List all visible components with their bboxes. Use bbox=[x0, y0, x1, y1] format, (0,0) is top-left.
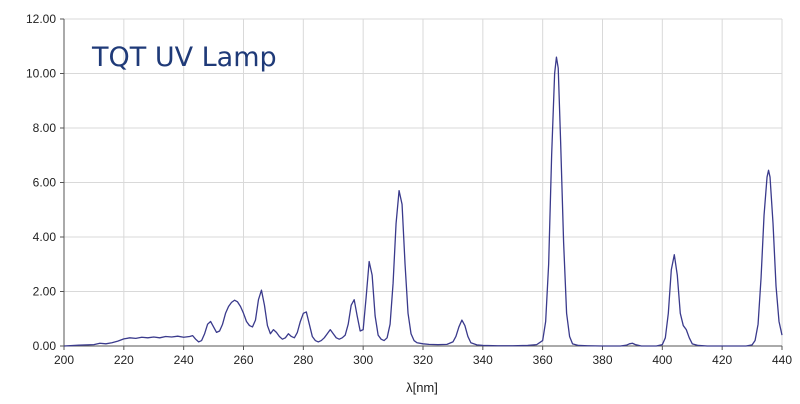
x-tick-labels: 200 220 240 260 280 300 320 340 360 380 400 420 440 bbox=[54, 353, 792, 367]
y-tick-label: 6.00 bbox=[33, 176, 57, 190]
x-tick-label: 200 bbox=[54, 353, 74, 367]
x-tick-label: 440 bbox=[772, 353, 792, 367]
x-tick-label: 420 bbox=[712, 353, 732, 367]
x-tick-label: 320 bbox=[413, 353, 433, 367]
x-tick-label: 340 bbox=[473, 353, 493, 367]
x-tick-label: 380 bbox=[592, 353, 612, 367]
x-tick-label: 360 bbox=[533, 353, 553, 367]
x-tick-label: 300 bbox=[353, 353, 373, 367]
grid-layer bbox=[63, 18, 783, 346]
x-tick-label: 260 bbox=[233, 353, 253, 367]
y-tick-label: 10.00 bbox=[26, 67, 56, 81]
x-tick-label: 400 bbox=[652, 353, 672, 367]
spectrum-series-line bbox=[63, 56, 783, 347]
y-tick-label: 2.00 bbox=[33, 285, 57, 299]
x-axis-label: λ[nm] bbox=[406, 380, 438, 395]
axis-layer bbox=[60, 18, 783, 350]
y-tick-labels: 0.00 2.00 4.00 6.00 8.00 10.00 12.00 bbox=[26, 12, 56, 353]
x-tick-label: 240 bbox=[174, 353, 194, 367]
y-tick-label: 0.00 bbox=[33, 339, 57, 353]
y-tick-label: 12.00 bbox=[26, 12, 56, 26]
x-tick-label: 220 bbox=[114, 353, 134, 367]
y-tick-label: 8.00 bbox=[33, 121, 57, 135]
series-layer bbox=[63, 56, 783, 347]
x-tick-label: 280 bbox=[293, 353, 313, 367]
chart-title: TQT UV Lamp bbox=[91, 42, 277, 73]
y-tick-label: 4.00 bbox=[33, 230, 57, 244]
